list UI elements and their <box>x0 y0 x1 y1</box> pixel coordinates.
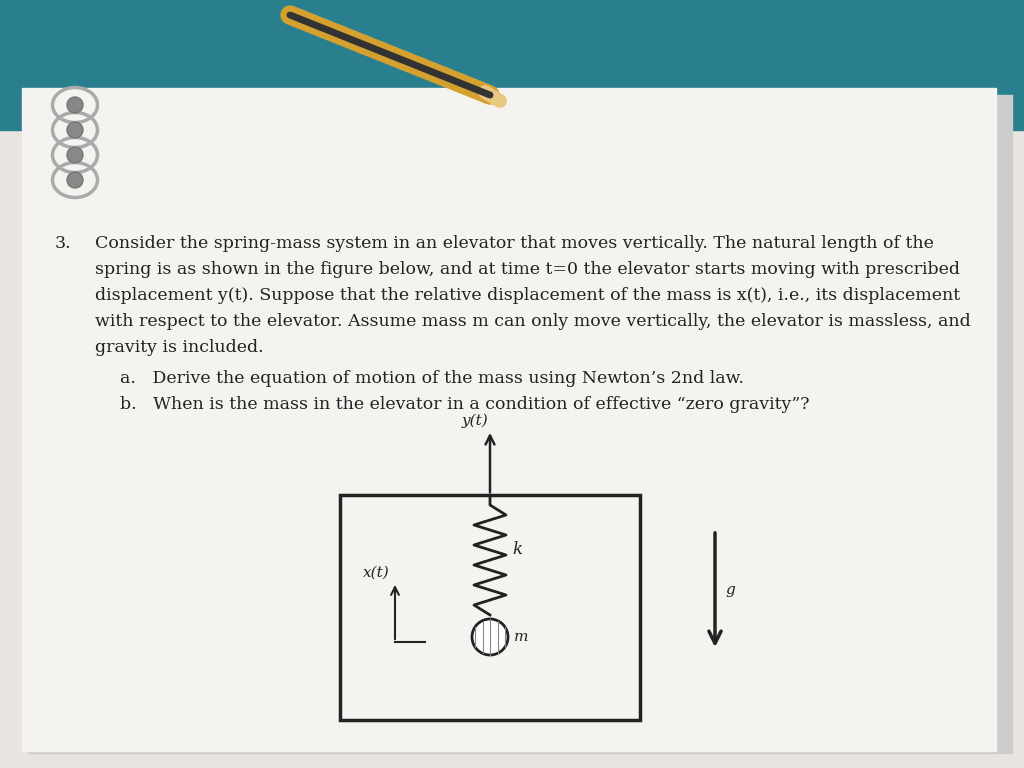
Bar <box>340 495 640 720</box>
Text: y(t): y(t) <box>462 414 488 428</box>
Bar <box>0 0 1024 130</box>
Text: x(t): x(t) <box>364 566 390 580</box>
Circle shape <box>67 97 83 113</box>
Text: gravity is included.: gravity is included. <box>95 339 263 356</box>
Text: g: g <box>725 583 735 597</box>
Circle shape <box>67 147 83 163</box>
Bar <box>22 88 996 751</box>
Text: spring is as shown in the figure below, and at time t=0 the elevator starts movi: spring is as shown in the figure below, … <box>95 261 961 278</box>
Text: with respect to the elevator. Assume mass m can only move vertically, the elevat: with respect to the elevator. Assume mas… <box>95 313 971 330</box>
Circle shape <box>67 122 83 138</box>
Text: displacement y(t). Suppose that the relative displacement of the mass is x(t), i: displacement y(t). Suppose that the rela… <box>95 287 961 304</box>
Bar <box>28 95 1012 753</box>
Text: Consider the spring-mass system in an elevator that moves vertically. The natura: Consider the spring-mass system in an el… <box>95 235 934 252</box>
Text: b.   When is the mass in the elevator in a condition of effective “zero gravity”: b. When is the mass in the elevator in a… <box>120 396 810 413</box>
Text: k: k <box>512 541 522 558</box>
Text: m: m <box>514 630 528 644</box>
Text: 3.: 3. <box>55 235 72 252</box>
Circle shape <box>67 172 83 188</box>
Text: a.   Derive the equation of motion of the mass using Newton’s 2nd law.: a. Derive the equation of motion of the … <box>120 370 744 387</box>
Circle shape <box>472 619 508 655</box>
